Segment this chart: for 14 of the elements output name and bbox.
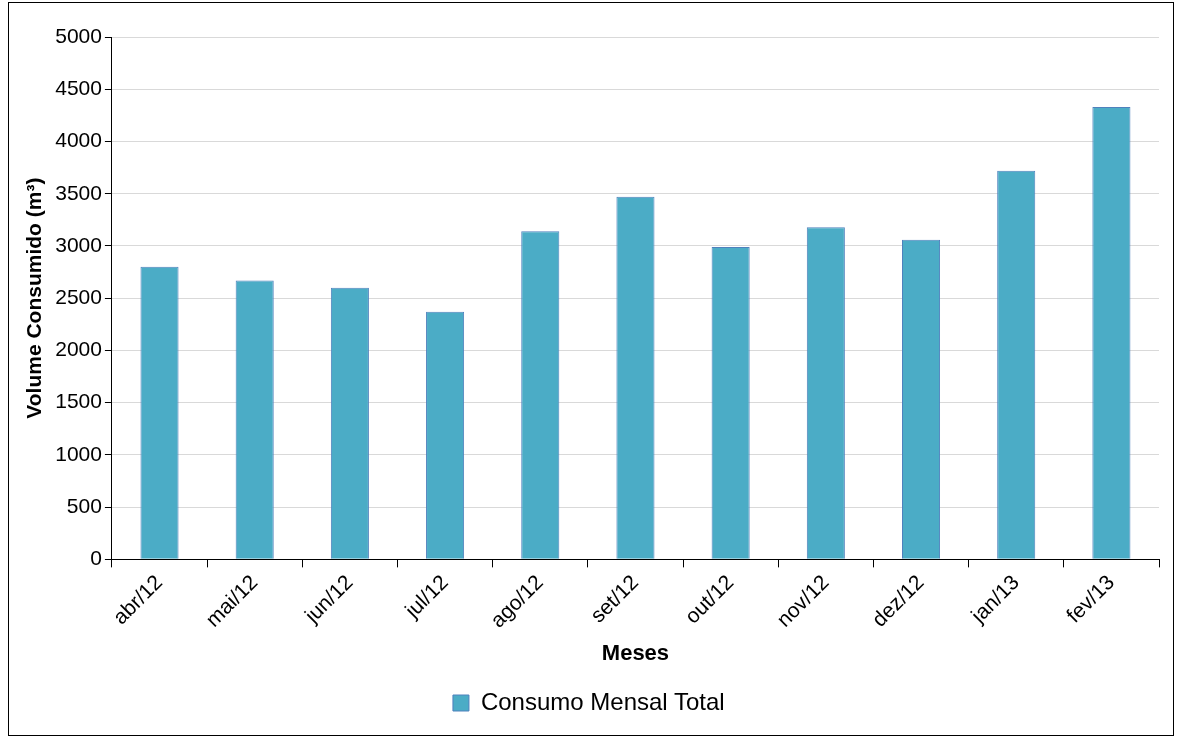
y-tick-label: 4000 [55,128,102,152]
y-tick-label: 2500 [55,284,102,308]
y-tick-label: 2000 [55,337,102,361]
y-tick-label: 3000 [55,232,102,256]
x-axis-title: Meses [601,639,670,665]
y-tick-label: 3500 [55,180,102,204]
y-tick-label: 1500 [55,389,102,413]
y-axis-title: Volume Consumido (m³) [22,177,46,419]
y-tick-label: 0 [90,546,102,570]
y-tick-label: 4500 [55,76,102,100]
legend-label: Consumo Mensal Total [480,687,725,715]
y-tick-label: 500 [66,493,102,517]
y-tick-label: 5000 [55,23,102,47]
y-tick-label: 1000 [55,441,102,465]
